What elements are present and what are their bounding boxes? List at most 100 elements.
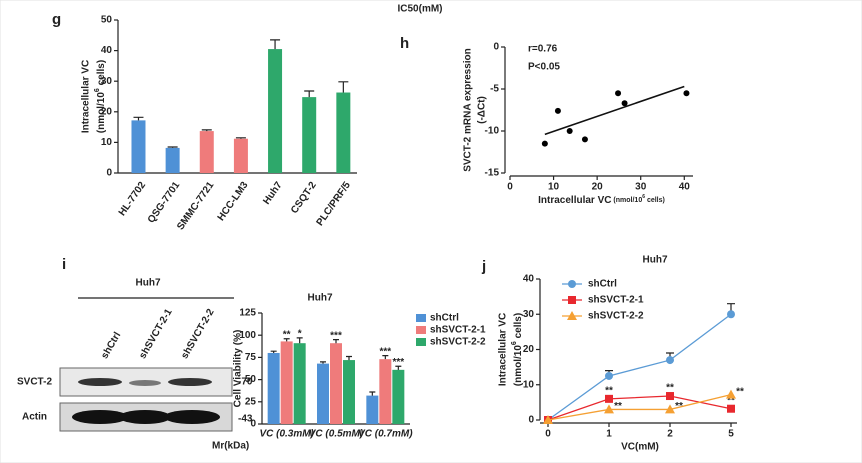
y-tick-label: 50 [245,374,257,385]
legend-marker [568,296,576,304]
marker-label: -70 [238,377,253,388]
x-tick-label: 10 [548,182,560,193]
band [119,410,171,424]
error-bar [382,355,389,360]
trend-line [544,85,685,136]
point [615,90,622,97]
bar [165,147,180,173]
x-tick-label: 40 [679,182,691,193]
significance-label: *** [392,357,404,368]
panel-letter: i [62,256,66,273]
significance-label: *** [379,346,391,357]
y-tick-label: -10 [485,126,500,137]
significance-label: * [298,329,302,340]
y-axis-label: (nmol/106 cells) [511,313,523,386]
y-tick-label: 100 [239,330,256,341]
x-axis-label-part: 6 [642,194,645,200]
y-tick-label: 20 [523,344,535,355]
y-axis-label-part: cells) [513,313,524,341]
bar [302,97,317,173]
significance-label: ** [675,401,683,412]
row-label: SVCT-2 [17,377,52,388]
y-axis-label-part: (nmol/10 [96,92,107,134]
cut-off-label: IC50(mM) [397,4,442,15]
bar [343,360,355,424]
x-tick-label: 0 [507,182,513,193]
legend-label: shSVCT-2-2 [430,337,486,348]
x-tick-label: VC (0.3mM) [259,429,314,440]
annotation: r=0.76 [528,44,558,55]
legend-marker [568,280,576,288]
y-axis-label-part: 6 [511,341,518,345]
band [78,378,122,386]
y-axis-label: (nmol/106 cells) [94,60,106,133]
error-bar [235,137,246,139]
y-tick-label: 0 [528,415,534,426]
chart-title: Huh7 [308,293,333,304]
x-tick-label: 20 [592,182,604,193]
point [581,136,588,143]
error-bar [338,81,349,93]
bar [392,369,405,424]
x-axis-label-part: Intracellular VC [538,195,611,206]
bar [317,363,329,424]
point [665,404,675,414]
y-axis-label: SVCT-2 mRNA expression [463,48,474,172]
error-bar [333,339,339,344]
bar [233,138,248,173]
significance-label: *** [330,330,342,341]
bar [267,352,280,424]
point [683,90,690,97]
bar [280,341,293,424]
legend-label: shCtrl [588,279,617,290]
point [666,356,674,365]
unit-label: Mr(kDa) [212,441,249,452]
bar [330,343,342,424]
point [621,100,628,107]
significance-label: ** [283,329,291,340]
error-bar [296,337,303,344]
series-line [547,313,732,421]
band [129,380,161,386]
error-bar [346,355,352,361]
error-bar [369,391,376,396]
panel-letter: h [400,35,409,52]
legend-marker [567,311,577,320]
y-tick-label: 30 [523,309,535,320]
error-bar [133,116,144,121]
error-bar [270,350,277,353]
x-tick-label: 30 [635,182,647,193]
panel-letter: j [481,258,486,275]
row-label: Actin [22,412,47,423]
point [727,404,735,413]
point [666,392,674,401]
point [605,394,613,403]
y-tick-label: 10 [101,137,113,148]
error-bar [270,39,281,50]
bar [379,359,392,424]
x-tick-label: 2 [667,429,673,440]
error-bar [283,338,290,342]
bar [199,131,214,173]
x-axis-label: Intracellular VC (nmol/106 cells) [538,194,665,205]
y-tick-label: 30 [101,76,113,87]
y-tick-label: 50 [101,15,113,26]
y-axis-label: Intracellular VC [81,60,92,133]
legend-swatch [416,338,426,346]
y-tick-label: 0 [250,419,256,430]
y-tick-label: -15 [485,168,500,179]
y-axis-label: Cell Viability (%) [233,330,244,408]
y-tick-label: 40 [101,45,113,56]
band [168,378,212,386]
significance-label: ** [736,386,744,397]
x-axis-label-part: cells) [645,197,665,204]
bar [336,92,351,173]
error-bar [395,365,402,370]
significance-label: ** [614,401,622,412]
significance-label: ** [727,395,735,406]
error-bar [304,90,315,98]
bar [268,49,283,173]
series-line [547,393,732,421]
legend-label: shSVCT-2-1 [430,325,486,336]
